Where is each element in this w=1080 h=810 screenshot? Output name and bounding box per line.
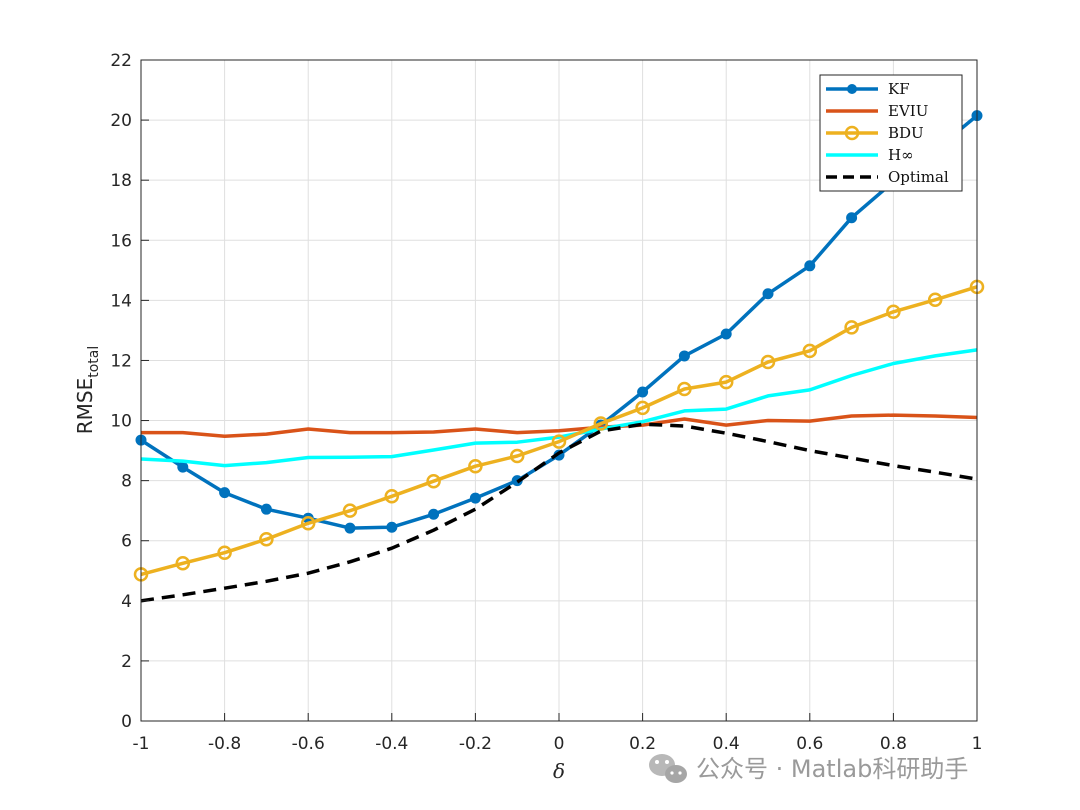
y-tick-label: 0: [121, 712, 132, 732]
series-layer: [133, 110, 985, 603]
legend-items: KF EVIU BDU H∞ Optimal: [826, 80, 949, 186]
data-point-bdu: [509, 448, 525, 464]
data-point-bdu: [175, 556, 191, 571]
legend-label-optimal: Optimal: [888, 168, 949, 186]
y-axis-ticks: 0 2 4 6 8 10 12 14 16 18 20 22: [110, 51, 149, 732]
data-point-bdu: [426, 473, 441, 489]
series-line-h: [140, 348, 978, 468]
data-point-bdu: [259, 531, 274, 547]
data-point-kf: [804, 260, 816, 272]
data-point-kf: [219, 487, 231, 499]
y-tick-label: 10: [110, 412, 132, 432]
legend-label-h: H∞: [888, 146, 914, 164]
x-axis-ticks: -1 -0.8 -0.6 -0.4 -0.2 0 0.2 0.4 0.6 0.8 1: [133, 713, 983, 754]
y-tick-label: 8: [121, 472, 132, 492]
x-tick-label: -0.2: [459, 734, 492, 754]
y-axis-label-main: RMSE: [73, 378, 97, 434]
data-point-bdu: [217, 545, 232, 560]
data-point-bdu: [844, 320, 859, 335]
data-point-bdu: [760, 354, 776, 370]
watermark-text: 公众号 · Matlab科研助手: [696, 755, 968, 783]
legend-label-eviu: EVIU: [888, 102, 928, 120]
series-line-optimal: [140, 422, 978, 603]
series-line-eviu: [141, 413, 978, 438]
x-axis-label: δ: [553, 759, 565, 783]
legend-marker-kf: [847, 84, 857, 94]
data-point-kf: [720, 328, 732, 340]
data-point-kf: [428, 508, 440, 520]
legend-label-kf: KF: [888, 80, 910, 98]
y-tick-label: 22: [110, 51, 132, 71]
data-point-kf: [260, 503, 272, 515]
data-point-kf: [177, 461, 189, 473]
data-point-bdu: [802, 343, 818, 359]
y-axis-label-sub: total: [86, 346, 102, 378]
x-tick-label: -0.4: [375, 734, 408, 754]
data-point-kf: [762, 288, 774, 300]
data-point-kf: [637, 386, 649, 398]
y-tick-label: 12: [110, 351, 132, 371]
data-point-bdu: [635, 400, 650, 416]
legend-label-bdu: BDU: [888, 124, 924, 142]
data-point-bdu: [593, 416, 609, 431]
data-point-bdu: [468, 458, 483, 474]
x-tick-label: 0.6: [796, 734, 823, 754]
y-tick-label: 14: [110, 291, 132, 311]
y-axis-label: RMSEtotal: [73, 346, 102, 435]
data-point-kf: [386, 521, 398, 533]
wechat-icon: [649, 754, 687, 783]
y-tick-label: 16: [110, 231, 132, 251]
data-point-bdu: [384, 489, 400, 504]
y-tick-label: 20: [110, 111, 132, 131]
x-tick-label: -1: [133, 734, 150, 754]
y-tick-label: 18: [110, 171, 132, 191]
y-tick-label: 4: [121, 592, 132, 612]
data-point-bdu: [886, 304, 901, 320]
data-point-bdu: [718, 374, 734, 390]
x-tick-label: -0.8: [208, 734, 241, 754]
y-tick-label: 6: [121, 532, 132, 552]
legend: KF EVIU BDU H∞ Optimal: [819, 74, 963, 192]
x-tick-label: 0.2: [629, 734, 656, 754]
x-tick-label: 0.8: [880, 734, 907, 754]
x-tick-label: -0.6: [292, 734, 325, 754]
data-point-kf: [678, 350, 690, 362]
watermark: 公众号 · Matlab科研助手: [649, 754, 968, 783]
legend-marker-bdu: [844, 125, 860, 141]
y-tick-label: 2: [121, 652, 132, 672]
data-point-kf: [846, 212, 858, 224]
x-tick-label: 0: [554, 734, 565, 754]
data-point-kf: [344, 522, 356, 534]
data-point-bdu: [342, 503, 358, 518]
x-tick-label: 0.4: [713, 734, 740, 754]
data-point-kf: [469, 492, 481, 504]
series-line-bdu: [140, 285, 978, 577]
data-point-bdu: [677, 381, 692, 397]
data-point-bdu: [551, 434, 567, 449]
x-tick-label: 1: [972, 734, 983, 754]
data-point-bdu: [300, 516, 316, 531]
data-point-bdu: [927, 292, 943, 308]
